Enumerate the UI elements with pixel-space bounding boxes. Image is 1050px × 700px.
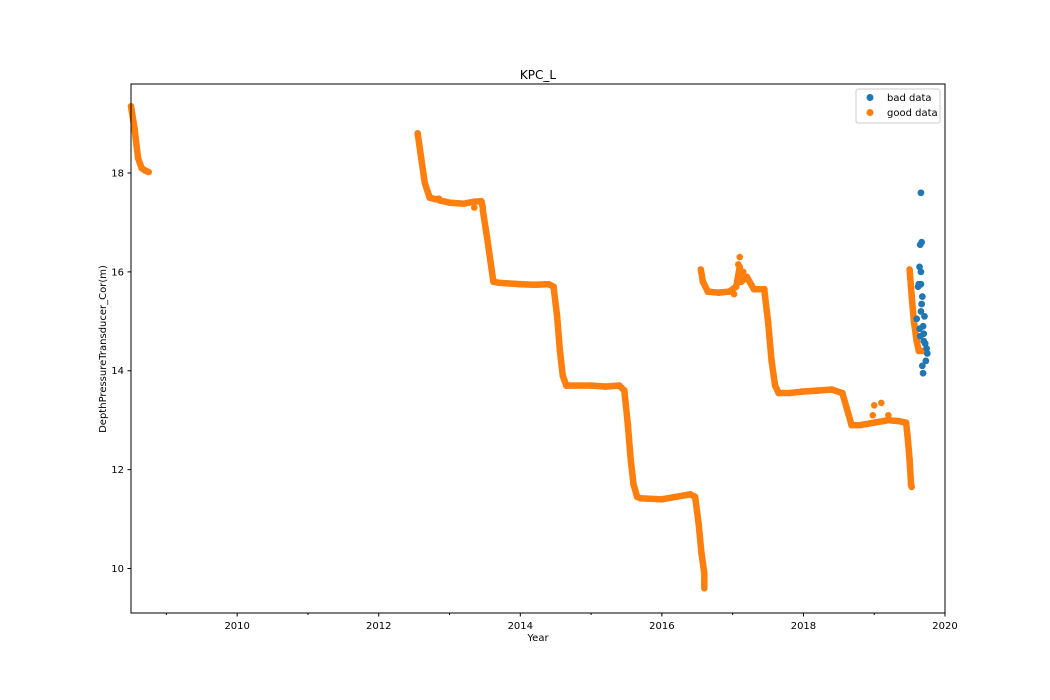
good-data-point (869, 411, 877, 419)
plot-frame (130, 83, 946, 614)
x-axis-ticks: 2010 2012 2014 2016 2018 2020 (165, 613, 958, 632)
y-tick-label: 10 (111, 564, 124, 575)
legend: bad data good data (855, 88, 941, 124)
good-data-point (701, 584, 708, 592)
good-data-point (885, 411, 892, 419)
y-tick-label: 16 (111, 267, 124, 278)
y-tick-label: 18 (111, 168, 124, 179)
legend-marker-good-data (866, 109, 874, 116)
y-tick-label: 12 (111, 465, 124, 476)
y-axis-ticks: 10 12 14 16 18 (111, 168, 131, 575)
good-data-point (908, 483, 916, 491)
good-data-point (739, 268, 747, 276)
bad-data-point (922, 357, 930, 365)
good-data-point (870, 402, 878, 409)
x-axis-label: Year (526, 633, 549, 644)
bad-data-point (919, 362, 926, 370)
y-tick-label: 14 (111, 366, 124, 377)
bad-data-point (917, 308, 925, 315)
legend-label-bad-data: bad data (887, 93, 932, 104)
bad-data-point (923, 345, 930, 352)
bad-data-point (920, 330, 928, 337)
bad-data-point (919, 369, 927, 377)
bad-data-point (915, 280, 923, 288)
legend-box (855, 88, 941, 124)
data-points-layer (127, 102, 931, 592)
good-data-point (878, 399, 885, 407)
bad-data-point (921, 313, 928, 320)
bad-data-point (918, 238, 925, 246)
bad-data-point (916, 325, 923, 333)
y-axis-label: DepthPressureTransducer_Cor(m) (98, 265, 109, 433)
bad-data-point (918, 300, 925, 308)
bad-data-point (917, 268, 925, 276)
x-tick-label: 2020 (932, 621, 957, 632)
x-tick-label: 2014 (508, 621, 533, 632)
legend-label-good-data: good data (887, 108, 938, 119)
good-data-point (736, 253, 744, 261)
bad-data-point (917, 189, 925, 197)
x-tick-label: 2012 (366, 621, 391, 632)
bad-data-point (913, 315, 920, 323)
chart-title: KPC_L (520, 68, 556, 82)
bad-data-point (919, 293, 926, 300)
good-data-point (471, 204, 478, 211)
bad-data-point (924, 350, 931, 357)
good-data-point (730, 290, 738, 298)
x-tick-label: 2016 (649, 621, 674, 632)
good-data-point (735, 261, 742, 268)
good-data-point (145, 168, 152, 176)
legend-marker-bad-data (866, 94, 874, 101)
x-tick-label: 2018 (791, 621, 816, 632)
x-tick-label: 2010 (224, 621, 249, 632)
